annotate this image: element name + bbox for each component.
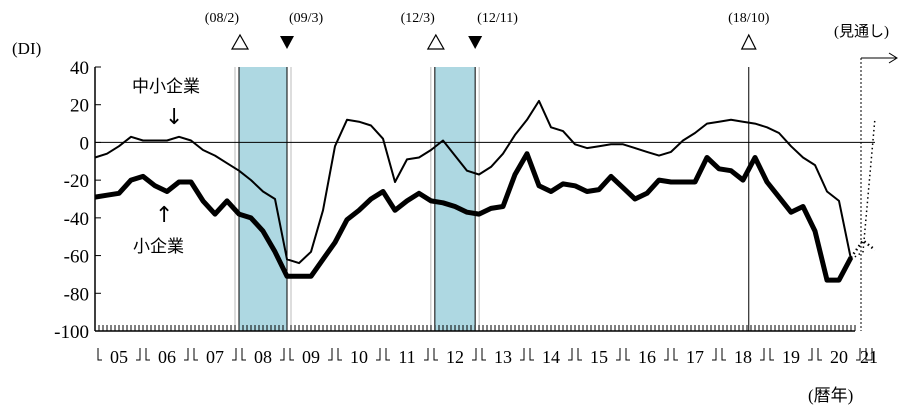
peak-triangle-icon — [426, 33, 445, 50]
x-year-label: 20 — [830, 347, 848, 367]
year-bracket-left — [529, 348, 534, 361]
year-bracket-right — [328, 348, 333, 361]
x-year-label: 19 — [782, 347, 800, 367]
x-year-label: 06 — [158, 347, 176, 367]
year-bracket-right — [664, 348, 669, 361]
year-bracket-left — [625, 348, 630, 361]
x-axis-unit: (暦年) — [808, 386, 853, 405]
year-bracket-right — [280, 348, 285, 361]
y-tick-label: -20 — [64, 171, 89, 192]
year-bracket-left — [673, 348, 678, 361]
year-bracket-left — [769, 348, 774, 361]
x-year-label: 14 — [542, 347, 560, 367]
y-tick-label: -100 — [54, 322, 89, 343]
recession-trough-label: (12/11) — [477, 11, 518, 26]
y-tick-label: 0 — [80, 133, 90, 154]
x-year-label: 16 — [638, 347, 656, 367]
year-bracket-left — [721, 348, 726, 361]
year-bracket-right — [472, 348, 477, 361]
year-bracket-right — [376, 348, 381, 361]
series-line-1 — [94, 151, 854, 283]
year-bracket-left — [241, 348, 246, 361]
year-bracket-right — [184, 348, 189, 361]
axis-labels: (DI) (暦年) (見通し) (08/2) (09/3) (12/3) (12/11… — [12, 11, 889, 405]
year-bracket-left — [145, 348, 150, 361]
year-bracket-right — [520, 348, 525, 361]
series-lines — [94, 99, 876, 283]
year-bracket-right — [424, 348, 429, 361]
x-year-label: 05 — [110, 347, 128, 367]
y-tick-label: 20 — [70, 96, 89, 117]
marker-triangle-icon — [740, 33, 757, 50]
arrow-down-icon: ↓ — [165, 105, 183, 130]
year-bracket-left — [481, 348, 486, 361]
axis-ticks — [94, 66, 856, 332]
forecast-arrow-head-icon — [888, 52, 898, 64]
annotation-small-business: 小企業 — [133, 237, 184, 257]
marker-label: (18/10) — [728, 11, 770, 26]
series-forecast-1 — [849, 238, 876, 259]
series-forecast-0 — [850, 117, 876, 260]
year-bracket-left — [817, 348, 822, 361]
y-tick-label: -40 — [64, 209, 89, 230]
series-line-0 — [94, 99, 852, 265]
trough-triangle-icon — [468, 36, 483, 49]
forecast-label: (見通し) — [834, 23, 889, 40]
y-tick-label: -60 — [64, 247, 89, 268]
plot-frame — [94, 52, 898, 332]
peak-triangle-icon — [230, 33, 250, 50]
y-tick-label: -80 — [64, 284, 89, 305]
series-annotations: 中小企業 ↓ 小企業 ↑ — [132, 77, 200, 257]
recession-peak-label: (08/2) — [205, 11, 240, 26]
x-year-label: 11 — [398, 347, 415, 367]
year-bracket-left — [337, 348, 342, 361]
recession-band — [239, 67, 287, 331]
recession-band — [434, 67, 476, 331]
x-year-label: 12 — [446, 347, 464, 367]
year-bracket-left — [577, 348, 582, 361]
x-year-label: 18 — [734, 347, 752, 367]
year-bracket-left — [289, 348, 294, 361]
x-year-label: 08 — [254, 347, 272, 367]
year-bracket-right — [808, 348, 813, 361]
recession-bands — [234, 67, 480, 331]
x-year-label: 13 — [494, 347, 512, 367]
year-bracket-left — [193, 348, 198, 361]
year-bracket-right — [136, 348, 141, 361]
year-bracket-right — [868, 348, 873, 361]
year-bracket-right — [856, 348, 861, 361]
recession-trough-label: (09/3) — [289, 11, 324, 26]
recession-peak-label: (12/3) — [401, 11, 436, 26]
year-bracket-right — [616, 348, 621, 361]
year-bracket-right — [760, 348, 765, 361]
x-year-label: 17 — [686, 347, 704, 367]
year-bracket-right — [568, 348, 573, 361]
x-year-label: 21 — [860, 347, 878, 367]
x-year-label: 07 — [206, 347, 224, 367]
year-bracket-right — [712, 348, 717, 361]
year-bracket-left — [433, 348, 438, 361]
x-year-label: 09 — [302, 347, 320, 367]
y-tick-label: 40 — [70, 58, 89, 79]
x-year-label: 10 — [350, 347, 368, 367]
year-bracket-left — [385, 348, 390, 361]
x-year-label: 15 — [590, 347, 608, 367]
year-bracket-right — [232, 348, 237, 361]
arrow-up-icon: ↑ — [155, 203, 173, 228]
annotation-small-medium-business: 中小企業 — [132, 77, 200, 97]
year-bracket-left — [97, 348, 102, 361]
trough-triangle-icon — [280, 36, 294, 49]
y-axis-unit: (DI) — [12, 39, 41, 58]
